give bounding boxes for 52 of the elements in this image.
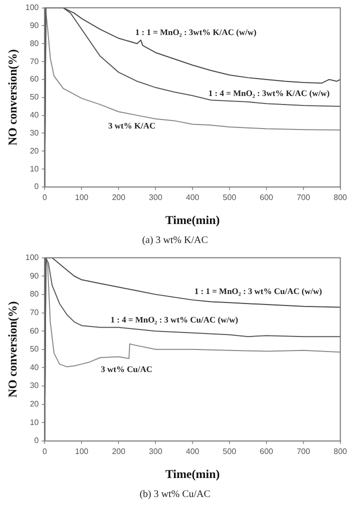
y-tick-label: 60 [30, 74, 40, 84]
y-tick-label: 90 [30, 20, 40, 30]
y-tick-label: 100 [25, 253, 40, 262]
x-tick-label: 600 [260, 193, 274, 202]
x-tick-label: 200 [112, 193, 126, 202]
x-tick-label: 500 [222, 447, 237, 456]
x-tick-label: 100 [75, 193, 89, 202]
y-tick-label: 100 [25, 3, 40, 12]
series-label: 1 : 4 = MnO₂ : 3 wt% Cu/AC (w/w) [110, 314, 238, 324]
y-tick-label: 50 [30, 344, 40, 354]
x-tick-label: 0 [42, 193, 48, 202]
y-tick-label: 20 [30, 146, 40, 156]
text: (b) 3 wt% Cu/AC [138, 488, 212, 502]
y-tick-label: 60 [30, 326, 40, 336]
y-tick-label: 70 [30, 56, 40, 66]
x-tick-label: 300 [148, 193, 163, 202]
y-tick-label: 40 [30, 110, 40, 120]
y-tick-label: 0 [34, 182, 40, 192]
y-axis-title: NO conversion(%) [5, 49, 20, 146]
y-tick-label: 80 [30, 38, 40, 48]
series-label: 1 : 1 = MnO₂ : 3wt% K/AC (w/w) [135, 27, 257, 38]
series-label: 3 wt% Cu/AC [100, 364, 152, 374]
x-axis-title: Time(min) [165, 212, 220, 227]
series-label: 1 : 1 = MnO₂ : 3 wt% Cu/AC (w/w) [194, 286, 322, 296]
x-tick-label: 800 [334, 193, 348, 202]
x-tick-label: 400 [186, 447, 200, 456]
text: (a) 3 wt% K/AC [141, 234, 209, 248]
y-tick-label: 70 [30, 308, 40, 317]
y-tick-label: 80 [30, 290, 40, 299]
x-tick-label: 600 [260, 447, 274, 456]
x-tick-label: 400 [186, 193, 200, 202]
y-tick-label: 30 [30, 128, 40, 138]
x-tick-label: 100 [75, 447, 89, 456]
x-tick-label: 700 [296, 193, 311, 202]
y-tick-label: 40 [30, 362, 40, 372]
y-tick-label: 50 [30, 92, 40, 102]
x-tick-label: 700 [296, 447, 311, 456]
x-tick-label: 800 [334, 447, 348, 456]
y-tick-label: 90 [30, 271, 40, 280]
x-tick-label: 300 [148, 447, 163, 456]
x-tick-label: 200 [112, 447, 126, 456]
x-axis-title: Time(min) [165, 466, 220, 481]
x-tick-label: 500 [222, 193, 237, 202]
x-tick-label: 0 [42, 447, 48, 456]
y-tick-label: 30 [30, 381, 40, 390]
series-label: 3 wt% K/AC [108, 120, 156, 130]
series-label: 1 : 4 = MnO₂ : 3wt% K/AC (w/w) [208, 88, 330, 98]
y-axis-title: NO conversion(%) [5, 301, 20, 398]
y-tick-label: 10 [30, 164, 40, 174]
y-tick-label: 0 [34, 436, 40, 446]
y-tick-label: 10 [30, 418, 40, 427]
y-tick-label: 20 [30, 400, 40, 409]
